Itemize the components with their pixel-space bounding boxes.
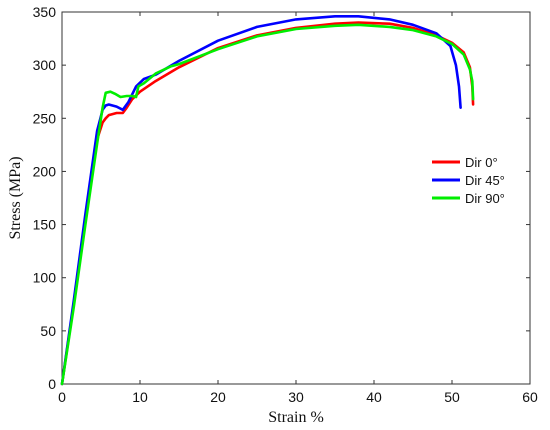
legend: Dir 0° Dir 45° Dir 90° <box>420 150 524 206</box>
series-line-2 <box>60 23 475 386</box>
y-tick-label: 100 <box>33 270 57 286</box>
legend-label-1: Dir 45° <box>465 173 505 188</box>
x-tick-label: 50 <box>444 389 460 405</box>
y-tick-label: 200 <box>33 163 57 179</box>
y-tick-label: 0 <box>48 376 56 392</box>
x-tick-label: 10 <box>132 389 148 405</box>
y-tick-label: 50 <box>40 323 56 339</box>
x-tick-label: 20 <box>210 389 226 405</box>
series-line-0 <box>60 21 475 386</box>
y-tick-label: 350 <box>33 4 57 20</box>
x-axis-label: Strain % <box>268 409 324 426</box>
x-tick-label: 60 <box>522 389 538 405</box>
y-axis-label: Stress (MPa) <box>7 156 24 239</box>
series-line-1 <box>60 14 462 386</box>
x-axis: 0 10 20 30 40 50 60 <box>58 12 538 405</box>
x-tick-label: 0 <box>58 389 66 405</box>
x-tick-label: 40 <box>366 389 382 405</box>
y-tick-label: 150 <box>33 217 57 233</box>
legend-label-0: Dir 0° <box>465 155 498 170</box>
y-tick-label: 250 <box>33 110 57 126</box>
x-tick-label: 30 <box>288 389 304 405</box>
y-axis: 0 50 100 150 200 250 300 350 <box>33 4 530 392</box>
y-tick-label: 300 <box>33 57 57 73</box>
series-layer <box>60 14 475 386</box>
legend-label-2: Dir 90° <box>465 191 505 206</box>
